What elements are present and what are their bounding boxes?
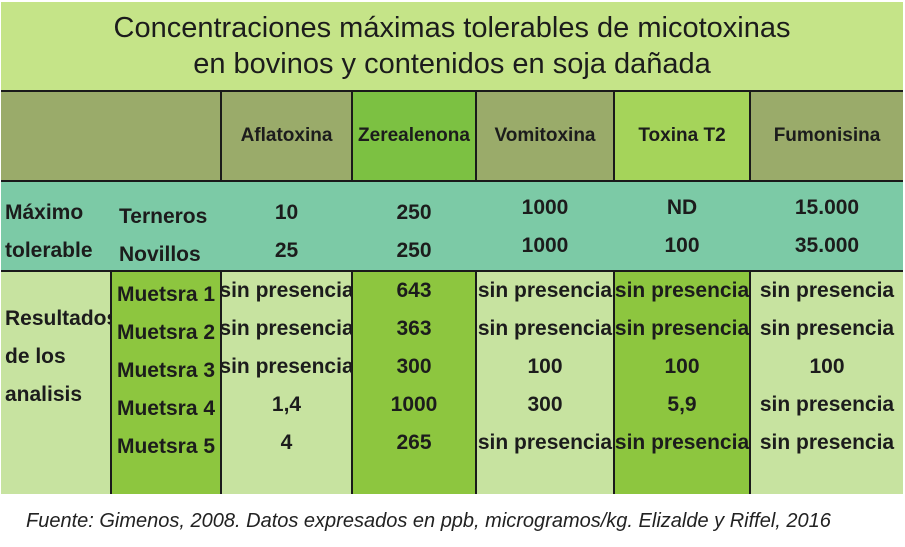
header-fumonisina: Fumonisina bbox=[751, 92, 903, 180]
result-value: sin presencia bbox=[759, 279, 895, 302]
result-value: sin presencia bbox=[759, 431, 895, 454]
result-value: sin presencia bbox=[219, 355, 354, 378]
maximo-value: 35.000 bbox=[794, 234, 860, 257]
result-value: 100 bbox=[809, 355, 845, 378]
maximo-fumonisina: 15.000 35.000 bbox=[751, 189, 903, 265]
maximo-value: 25 bbox=[274, 239, 299, 262]
result-value: 265 bbox=[396, 431, 432, 454]
result-value: 100 bbox=[664, 355, 700, 378]
results-aflatoxina: sin presencia sin presencia sin presenci… bbox=[219, 272, 354, 494]
header-zerealenona: Zerealenona bbox=[353, 92, 475, 180]
result-value: 1,4 bbox=[271, 393, 302, 416]
sample-name: Muetsra 1 bbox=[116, 283, 216, 306]
maximo-value: 10 bbox=[274, 201, 299, 224]
sample-names-column: Muetsra 1 Muetsra 2 Muetsra 3 Muetsra 4 … bbox=[112, 272, 220, 494]
maximo-toxina-t2: ND 100 bbox=[615, 189, 749, 265]
header-empty-cell bbox=[1, 92, 220, 180]
result-value: sin presencia bbox=[477, 431, 613, 454]
maximo-vomitoxina: 1000 1000 bbox=[477, 189, 613, 265]
result-value: sin presencia bbox=[759, 393, 895, 416]
resultados-label-line-1: Resultados bbox=[5, 307, 119, 330]
animal-novillos: Novillos bbox=[119, 243, 201, 266]
maximo-label-line-1: Máximo bbox=[5, 201, 84, 224]
result-value: sin presencia bbox=[219, 317, 354, 340]
header-aflatoxina: Aflatoxina bbox=[222, 92, 351, 180]
maximo-aflatoxina: 10 25 bbox=[222, 194, 351, 270]
result-value: 363 bbox=[396, 317, 432, 340]
source-caption: Fuente: Gimenos, 2008. Datos expresados … bbox=[26, 510, 831, 532]
maximo-value: ND bbox=[666, 196, 698, 219]
maximo-value: 1000 bbox=[521, 196, 569, 219]
results-toxina-t2: sin presencia sin presencia 100 5,9 sin … bbox=[615, 272, 749, 494]
result-value: 5,9 bbox=[667, 393, 697, 416]
sample-name: Muetsra 4 bbox=[116, 397, 216, 420]
header-toxina-t2: Toxina T2 bbox=[615, 92, 749, 180]
mycotoxin-table: Concentraciones máximas tolerables de mi… bbox=[1, 2, 903, 494]
resultados-label-line-3: analisis bbox=[5, 383, 83, 406]
result-value: 300 bbox=[396, 355, 432, 378]
resultados-label-line-2: de los bbox=[5, 345, 66, 368]
result-value: sin presencia bbox=[477, 317, 613, 340]
title-line-1: Concentraciones máximas tolerables de mi… bbox=[113, 12, 791, 44]
maximo-label-line-2: tolerable bbox=[5, 239, 93, 262]
animal-labels: Terneros Novillos bbox=[119, 198, 207, 274]
maximo-value: 1000 bbox=[521, 234, 569, 257]
result-value: 1000 bbox=[390, 393, 438, 416]
maximo-tolerable-row bbox=[1, 182, 903, 270]
result-value: 300 bbox=[527, 393, 563, 416]
maximo-value: 100 bbox=[664, 234, 700, 257]
result-value: 4 bbox=[280, 431, 293, 454]
sample-name: Muetsra 2 bbox=[116, 321, 216, 344]
result-value: sin presencia bbox=[614, 317, 750, 340]
result-value: sin presencia bbox=[614, 431, 750, 454]
table-title: Concentraciones máximas tolerables de mi… bbox=[1, 2, 903, 90]
result-value: sin presencia bbox=[759, 317, 895, 340]
result-value: sin presencia bbox=[219, 279, 354, 302]
maximo-zerealenona: 250 250 bbox=[353, 194, 475, 270]
resultados-label: Resultados de los analisis bbox=[1, 272, 118, 494]
animal-terneros: Terneros bbox=[119, 205, 208, 228]
results-fumonisina: sin presencia sin presencia 100 sin pres… bbox=[751, 272, 903, 494]
result-value: sin presencia bbox=[477, 279, 613, 302]
title-line-2: en bovinos y contenidos en soja dañada bbox=[193, 48, 711, 80]
header-vomitoxina: Vomitoxina bbox=[477, 92, 613, 180]
maximo-label: Máximo tolerable bbox=[5, 194, 93, 270]
maximo-value: 250 bbox=[396, 201, 432, 224]
sample-name: Muetsra 3 bbox=[116, 359, 216, 382]
results-zerealenona: 643 363 300 1000 265 bbox=[353, 272, 475, 494]
result-value: 643 bbox=[396, 279, 432, 302]
result-value: sin presencia bbox=[614, 279, 750, 302]
results-vomitoxina: sin presencia sin presencia 100 300 sin … bbox=[477, 272, 613, 494]
maximo-value: 15.000 bbox=[794, 196, 860, 219]
maximo-value: 250 bbox=[396, 239, 432, 262]
result-value: 100 bbox=[527, 355, 563, 378]
sample-name: Muetsra 5 bbox=[116, 435, 216, 458]
